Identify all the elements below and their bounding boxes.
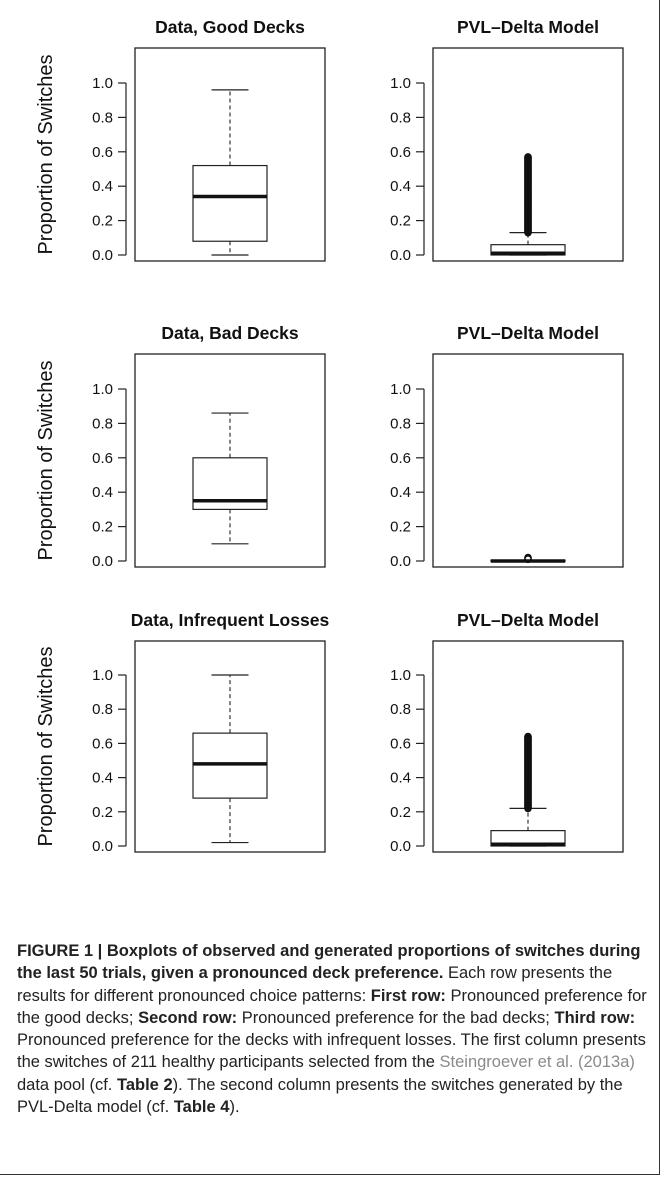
caption-title: FIGURE 1 | Boxplots of observed and gene…: [17, 942, 641, 983]
caption-table-2-ref[interactable]: Table 2: [116, 1075, 173, 1094]
chart5-plot-frame: [134, 640, 326, 853]
chart5-y-tick-label: 0.0: [92, 838, 113, 855]
caption-second-row-label: Second row:: [138, 1008, 238, 1027]
chart3-y-tick-label: 0.8: [92, 415, 113, 432]
caption-text-6: ). The second column presents the switch…: [17, 1075, 623, 1117]
figure-caption: FIGURE 1 | Boxplots of observed and gene…: [17, 940, 657, 1118]
chart6-y-tick-label: 0.4: [390, 770, 411, 787]
chart4-y-tick-label: 0.8: [390, 415, 411, 432]
chart5-y-tick-label: 0.2: [92, 804, 113, 821]
chart1-y-axis-label: Proportion of Switches: [35, 54, 57, 254]
chart5-title: Data, Infrequent Losses: [131, 610, 330, 630]
chart5-y-tick-label: 1.0: [92, 667, 113, 684]
caption-reference-link[interactable]: Steingroever et al. (2013a): [439, 1053, 635, 1072]
chart4-y-tick-label: 1.0: [390, 381, 411, 398]
chart2-title: PVL–Delta Model: [457, 17, 599, 37]
chart1-y-tick-label: 0.6: [92, 144, 113, 161]
chart4-y-tick-label: 0.4: [390, 484, 411, 501]
chart4-y-tick-label: 0.0: [390, 553, 411, 570]
chart3-plot-frame: [134, 353, 326, 568]
caption-text-3: Pronounced preference for the bad decks;: [237, 1008, 555, 1027]
chart3-title: Data, Bad Decks: [161, 323, 298, 343]
chart4-title: PVL–Delta Model: [457, 323, 599, 343]
chart2-y-tick-label: 0.6: [390, 144, 411, 161]
chart5-y-axis-label: Proportion of Switches: [35, 646, 57, 846]
chart1-iqr-box: [192, 164, 268, 242]
chart1-y-tick-label: 0.4: [92, 178, 113, 195]
chart4-plot-frame: [432, 353, 624, 568]
chart3-y-axis-label: Proportion of Switches: [35, 360, 57, 560]
chart6-y-tick-label: 0.0: [390, 838, 411, 855]
chart2-y-tick-label: 1.0: [390, 75, 411, 92]
figure-frame: [0, 0, 660, 1175]
chart6-title: PVL–Delta Model: [457, 610, 599, 630]
chart1-plot-frame: [134, 47, 326, 262]
chart2-plot-frame: [432, 47, 624, 262]
caption-text-4: Pronounced preference for the decks with…: [17, 1031, 646, 1072]
chart2-y-tick-label: 0.4: [390, 178, 411, 195]
chart2-y-tick-label: 0.0: [390, 247, 411, 264]
caption-table-4-ref[interactable]: Table 4: [173, 1098, 230, 1117]
chart1-y-tick-label: 0.8: [92, 109, 113, 126]
chart3-y-tick-label: 0.6: [92, 450, 113, 467]
caption-text-5: data pool (cf.: [17, 1075, 117, 1094]
chart6-y-tick-label: 1.0: [390, 667, 411, 684]
chart6-y-tick-label: 0.8: [390, 701, 411, 718]
chart4-outlier-point: [524, 553, 532, 562]
caption-text-1: Each row presents the results for differ…: [17, 964, 613, 1005]
caption-text-7: ).: [229, 1098, 240, 1117]
chart6-outlier-point: [524, 732, 532, 741]
chart5-y-tick-label: 0.4: [92, 770, 113, 787]
chart3-y-tick-label: 0.4: [92, 484, 113, 501]
chart6-plot-frame: [432, 640, 624, 853]
chart6-y-tick-label: 0.2: [390, 804, 411, 821]
chart1-y-tick-label: 0.2: [92, 213, 113, 230]
chart1-y-tick-label: 1.0: [92, 75, 113, 92]
chart5-y-tick-label: 0.6: [92, 735, 113, 752]
chart2-y-tick-label: 0.2: [390, 213, 411, 230]
boxplot-figure: Data, Good Decks Proportion of Switches 0.…: [35, 17, 624, 855]
chart3-y-tick-label: 0.0: [92, 553, 113, 570]
chart6-y-tick-label: 0.6: [390, 735, 411, 752]
caption-first-row-label: First row:: [370, 986, 446, 1005]
chart2-outlier-point: [524, 153, 532, 161]
chart2-y-tick-label: 0.8: [390, 109, 411, 126]
chart3-y-tick-label: 1.0: [92, 381, 113, 398]
chart1-y-tick-label: 0.0: [92, 247, 113, 264]
caption-text-2: Pronounced preference for the good decks…: [17, 986, 647, 1027]
chart4-y-tick-label: 0.2: [390, 519, 411, 536]
chart5-y-tick-label: 0.8: [92, 701, 113, 718]
chart1-title: Data, Good Decks: [155, 17, 305, 37]
chart4-y-tick-label: 0.6: [390, 450, 411, 467]
caption-third-row-label: Third row:: [554, 1008, 636, 1027]
chart3-y-tick-label: 0.2: [92, 519, 113, 536]
